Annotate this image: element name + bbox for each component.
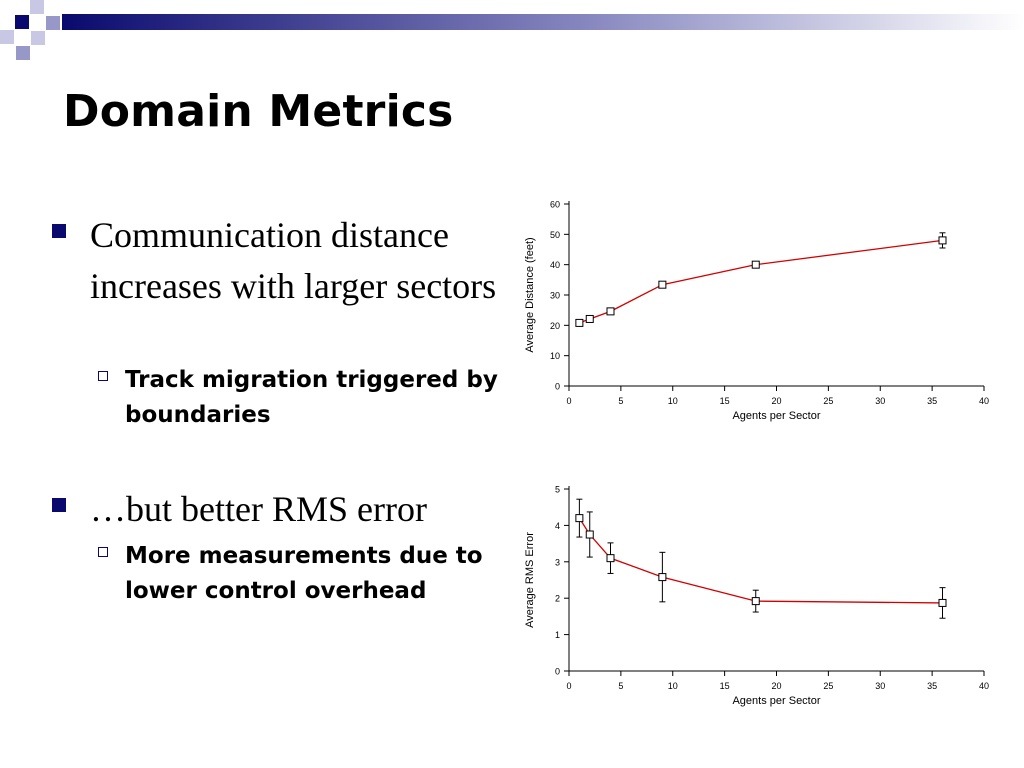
- data-point-marker: [751, 260, 760, 269]
- y-axis-label: Average Distance (feet): [524, 237, 536, 352]
- title-gradient-bar: [62, 14, 1024, 30]
- rms-error-chart: 0 1 2 3 4 5 0 5 10 15 20 25 30 35 40 Agents per Sector A…: [524, 485, 989, 708]
- x-tick-label: 20: [771, 681, 781, 691]
- data-point-marker: [751, 597, 760, 606]
- data-point-marker: [938, 598, 947, 607]
- x-tick-label: 35: [927, 396, 937, 406]
- deco-square: [30, 0, 44, 14]
- y-tick-label: 50: [550, 230, 560, 240]
- deco-square: [31, 31, 45, 45]
- sub-bullet-2: More measurements due to lower control o…: [98, 539, 505, 609]
- x-tick-label: 5: [618, 396, 623, 406]
- data-point-marker: [658, 280, 667, 289]
- x-tick-label: 30: [875, 396, 885, 406]
- y-tick-label: 30: [550, 291, 560, 301]
- x-tick-label: 15: [720, 396, 730, 406]
- x-tick-label: 20: [771, 396, 781, 406]
- bullet-2: …but better RMS error: [44, 484, 520, 535]
- data-point-marker: [606, 307, 615, 316]
- x-axis-label: Agents per Sector: [732, 695, 820, 707]
- y-tick-label: 10: [550, 351, 560, 361]
- x-tick-label: 40: [979, 681, 989, 691]
- deco-square: [46, 46, 60, 60]
- bullet-text: …but better RMS error: [90, 489, 427, 529]
- hollow-square-bullet-icon: [98, 371, 108, 381]
- x-tick-label: 35: [927, 681, 937, 691]
- series-line: [578, 517, 943, 604]
- deco-square: [16, 46, 30, 60]
- x-tick-label: 25: [823, 396, 833, 406]
- distance-chart: 0 10 20 30 40 50 60 0 5 10 15 20 25 30 35 40 Agents per …: [524, 200, 989, 423]
- y-tick-label: 40: [550, 260, 560, 270]
- x-tick-label: 40: [979, 396, 989, 406]
- y-tick-label: 20: [550, 321, 560, 331]
- x-tick-label: 25: [823, 681, 833, 691]
- x-tick-label: 0: [566, 681, 571, 691]
- series-line: [579, 239, 943, 324]
- sub-bullet-1: Track migration triggered by boundaries: [98, 363, 505, 433]
- x-tick-label: 15: [720, 681, 730, 691]
- hollow-square-bullet-icon: [98, 547, 108, 557]
- x-axis-label: Agents per Sector: [732, 410, 820, 422]
- x-tick-label: 0: [566, 396, 571, 406]
- y-tick-label: 1: [555, 630, 560, 640]
- data-point-marker: [938, 236, 947, 245]
- data-point-marker: [575, 514, 584, 523]
- deco-square: [46, 16, 60, 30]
- y-tick-label: 3: [555, 557, 560, 567]
- y-tick-label: 0: [555, 382, 560, 392]
- square-bullet-icon: [52, 498, 66, 512]
- y-tick-label: 60: [550, 200, 560, 210]
- data-point-marker: [606, 554, 615, 563]
- deco-square: [0, 30, 14, 44]
- title-decoration: [0, 0, 1024, 60]
- y-tick-label: 4: [555, 521, 560, 531]
- x-tick-label: 30: [875, 681, 885, 691]
- x-tick-label: 10: [668, 396, 678, 406]
- deco-square: [15, 15, 29, 29]
- bullet-text: Communication distance increases with la…: [90, 215, 497, 306]
- y-tick-label: 5: [555, 485, 560, 495]
- x-tick-label: 10: [668, 681, 678, 691]
- bullet-1: Communication distance increases with la…: [44, 210, 520, 312]
- slide-title: Domain Metrics: [63, 86, 454, 137]
- sub-bullet-text: Track migration triggered by boundaries: [125, 367, 498, 428]
- square-bullet-icon: [52, 224, 66, 238]
- data-point-marker: [575, 318, 584, 327]
- data-point-marker: [585, 530, 594, 539]
- sub-bullet-text: More measurements due to lower control o…: [125, 543, 483, 604]
- x-tick-label: 5: [618, 681, 623, 691]
- y-tick-label: 0: [555, 667, 560, 677]
- data-point-marker: [585, 314, 594, 323]
- y-axis-label: Average RMS Error: [524, 532, 536, 628]
- y-tick-label: 2: [555, 594, 560, 604]
- data-point-marker: [658, 573, 667, 582]
